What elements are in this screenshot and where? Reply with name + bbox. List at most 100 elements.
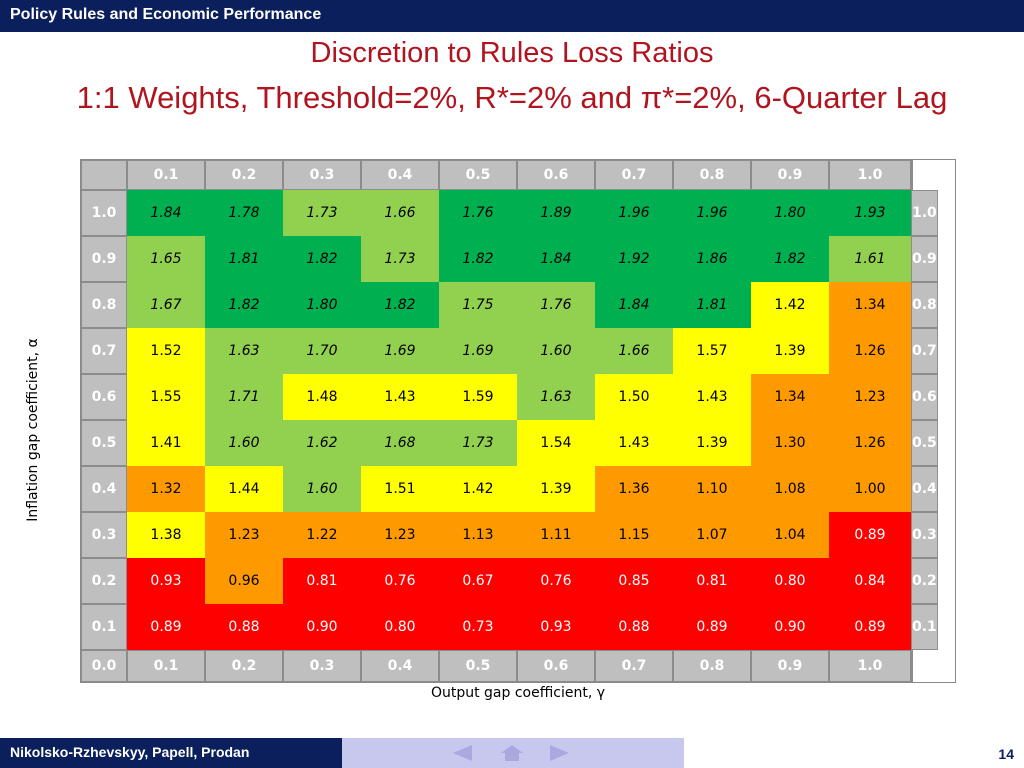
footer-nav-panel (342, 738, 684, 768)
heatmap-cell: 1.84 (517, 236, 595, 282)
heatmap-cell: 1.82 (361, 282, 439, 328)
heatmap-cell: 1.73 (361, 236, 439, 282)
heatmap-cell: 0.80 (361, 604, 439, 650)
arrow-left-icon[interactable] (450, 744, 474, 762)
heatmap-cell: 1.00 (829, 466, 911, 512)
heatmap-cell: 1.86 (673, 236, 751, 282)
heatmap-cell: 1.60 (205, 420, 283, 466)
x-tick-label-bottom: 1.0 (829, 650, 911, 682)
heatmap-cell: 0.89 (829, 512, 911, 558)
y-tick-label-right: 0.7 (911, 328, 938, 374)
heatmap-cell: 1.78 (205, 190, 283, 236)
heatmap-cell: 1.63 (517, 374, 595, 420)
heatmap-cell: 1.84 (127, 190, 205, 236)
x-tick-label-bottom: 0.1 (127, 650, 205, 682)
heatmap-cell: 0.88 (205, 604, 283, 650)
heatmap-cell: 1.96 (673, 190, 751, 236)
x-tick-label-bottom: 0.6 (517, 650, 595, 682)
heatmap-cell: 1.67 (127, 282, 205, 328)
heatmap-cell: 1.75 (439, 282, 517, 328)
heatmap-cell: 1.96 (595, 190, 673, 236)
y-tick-label-right: 1.0 (911, 190, 938, 236)
heatmap-cell: 0.90 (283, 604, 361, 650)
x-tick-label-bottom: 0.3 (283, 650, 361, 682)
heatmap-cell: 1.59 (439, 374, 517, 420)
heatmap-cell: 1.42 (439, 466, 517, 512)
heatmap-cell: 1.60 (283, 466, 361, 512)
heatmap-cell: 1.80 (283, 282, 361, 328)
y-tick-label-right: 0.2 (911, 558, 938, 604)
x-tick-label-bottom: 0.5 (439, 650, 517, 682)
heatmap-cell: 1.76 (517, 282, 595, 328)
footer-bar: Nikolsko-Rzhevskyy, Papell, Prodan 14 (0, 738, 1024, 768)
x-tick-label-top: 0.9 (751, 160, 829, 190)
arrow-right-icon[interactable] (548, 744, 572, 762)
heatmap-cell: 0.73 (439, 604, 517, 650)
heatmap-cell: 1.80 (751, 190, 829, 236)
header-bar: Policy Rules and Economic Performance (0, 0, 1024, 32)
heatmap-cell: 1.34 (751, 374, 829, 420)
heatmap-cell: 1.76 (439, 190, 517, 236)
heatmap-cell: 1.63 (205, 328, 283, 374)
heatmap-cell: 1.82 (205, 282, 283, 328)
heatmap-cell: 1.42 (751, 282, 829, 328)
heatmap-cell: 1.52 (127, 328, 205, 374)
heatmap-cell: 1.11 (517, 512, 595, 558)
heatmap-cell: 1.57 (673, 328, 751, 374)
heatmap-cell: 0.80 (751, 558, 829, 604)
y-tick-label-left: 0.1 (81, 604, 127, 650)
heatmap-cell: 1.39 (673, 420, 751, 466)
heatmap-cell: 1.38 (127, 512, 205, 558)
y-tick-label-right: 0.9 (911, 236, 938, 282)
heatmap-cell: 1.93 (829, 190, 911, 236)
heatmap-cell: 0.89 (829, 604, 911, 650)
x-tick-label-bottom: 0.9 (751, 650, 829, 682)
heatmap-cell: 0.89 (127, 604, 205, 650)
heatmap-cell: 0.88 (595, 604, 673, 650)
heatmap-cell: 1.39 (517, 466, 595, 512)
heatmap-cell: 1.32 (127, 466, 205, 512)
heatmap-cell: 0.85 (595, 558, 673, 604)
heatmap-cell: 1.71 (205, 374, 283, 420)
y-tick-label-left: 0.4 (81, 466, 127, 512)
x-tick-label-top: 1.0 (829, 160, 911, 190)
heatmap-cell: 1.44 (205, 466, 283, 512)
heatmap-cell: 0.81 (673, 558, 751, 604)
heatmap-cell: 1.60 (517, 328, 595, 374)
heatmap-cell: 1.66 (595, 328, 673, 374)
y-tick-label-right: 0.4 (911, 466, 938, 512)
heatmap-cell: 1.41 (127, 420, 205, 466)
heatmap-cell: 1.13 (439, 512, 517, 558)
heatmap-cell: 1.55 (127, 374, 205, 420)
x-tick-label-top: 0.4 (361, 160, 439, 190)
header-corner-top-right (911, 160, 913, 190)
heatmap-cell: 1.43 (595, 420, 673, 466)
heatmap-cell: 1.43 (361, 374, 439, 420)
heatmap-cell: 0.93 (517, 604, 595, 650)
home-icon[interactable] (500, 744, 524, 762)
heatmap-cell: 1.92 (595, 236, 673, 282)
x-tick-label-top: 0.6 (517, 160, 595, 190)
heatmap-cell: 1.15 (595, 512, 673, 558)
heatmap-cell: 1.07 (673, 512, 751, 558)
heatmap-cell: 1.22 (283, 512, 361, 558)
heatmap-cell: 1.30 (751, 420, 829, 466)
heatmap-cell: 1.48 (283, 374, 361, 420)
y-tick-label-left: 1.0 (81, 190, 127, 236)
footer-page-panel: 14 (684, 738, 1024, 768)
heatmap-cell: 0.67 (439, 558, 517, 604)
footer-authors-panel: Nikolsko-Rzhevskyy, Papell, Prodan (0, 738, 342, 768)
heatmap-cell: 1.81 (673, 282, 751, 328)
heatmap-cell: 0.81 (283, 558, 361, 604)
y-tick-label-right: 0.3 (911, 512, 938, 558)
heatmap-cell: 1.23 (361, 512, 439, 558)
header-corner-bottom-right (911, 650, 913, 682)
heatmap-cell: 1.50 (595, 374, 673, 420)
x-tick-label-bottom: 0.4 (361, 650, 439, 682)
x-axis-label: Output gap coefficient, γ (430, 685, 606, 701)
heatmap-cell: 1.73 (283, 190, 361, 236)
heatmap-cell: 1.04 (751, 512, 829, 558)
heatmap-cell: 1.82 (439, 236, 517, 282)
heatmap-cell: 1.36 (595, 466, 673, 512)
y-tick-label-right: 0.6 (911, 374, 938, 420)
